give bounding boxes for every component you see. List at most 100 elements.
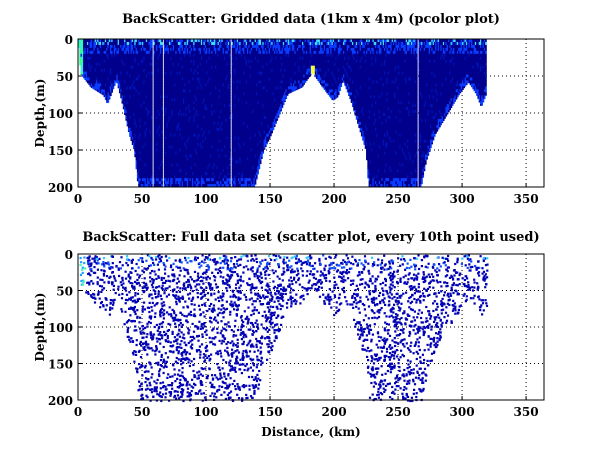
pcolor-cell	[151, 166, 153, 169]
pcolor-cell	[161, 101, 163, 104]
pcolor-cell	[151, 154, 153, 157]
x-tick-label: 200	[322, 192, 347, 206]
pcolor-cell	[161, 137, 163, 140]
pcolor-cell	[229, 80, 231, 83]
pcolor-cell	[151, 86, 153, 89]
pcolor-cell	[151, 163, 153, 166]
pcolor-cell	[229, 169, 231, 172]
y-tick-label: 150	[48, 144, 73, 158]
pcolor-cell	[161, 151, 163, 154]
pcolor-cell	[151, 63, 153, 66]
pcolor-cell	[161, 86, 163, 89]
pcolor-cell	[113, 86, 115, 89]
pcolor-cell	[161, 60, 163, 63]
pcolor-cell	[229, 45, 231, 48]
pcolor-cell	[161, 125, 163, 128]
pcolor-cell	[229, 92, 231, 95]
pcolor-cell	[151, 101, 153, 104]
pcolor-cell	[151, 107, 153, 110]
pcolor-cell	[161, 178, 163, 181]
pcolor-cell	[161, 104, 163, 107]
pcolor-cell	[151, 125, 153, 128]
pcolor-cell	[229, 63, 231, 66]
pcolor-cell	[161, 160, 163, 163]
pcolor-cell	[229, 83, 231, 86]
pcolor-cell	[229, 42, 231, 45]
pcolor-cell	[161, 95, 163, 98]
pcolor-cell	[161, 128, 163, 131]
pcolor-cell	[151, 80, 153, 83]
top-chart-title: BackScatter: Gridded data (1km x 4m) (pc…	[122, 12, 500, 27]
pcolor-cell	[161, 48, 163, 51]
pcolor-cell	[161, 57, 163, 60]
pcolor-cell	[229, 48, 231, 51]
top-y-axis-label: Depth,(m)	[33, 79, 47, 148]
pcolor-cell	[161, 54, 163, 57]
y-tick-label: 100	[48, 107, 73, 121]
x-tick-label: 100	[193, 192, 218, 206]
pcolor-cell	[114, 83, 116, 86]
pcolor-cell	[151, 72, 153, 75]
pcolor-cell	[229, 86, 231, 89]
pcolor-cell	[161, 181, 163, 184]
pcolor-cell	[161, 175, 163, 178]
pcolor-cell	[161, 75, 163, 78]
pcolor-cell	[151, 77, 153, 80]
pcolor-cell	[151, 140, 153, 143]
pcolor-cell	[161, 172, 163, 175]
pcolor-cell	[151, 42, 153, 45]
pcolor-cell	[161, 116, 163, 119]
pcolor-cell	[229, 66, 231, 69]
pcolor-cell	[229, 77, 231, 80]
pcolor-cell	[229, 75, 231, 78]
pcolor-cell	[229, 54, 231, 57]
pcolor-cell	[151, 83, 153, 86]
pcolor-cell	[151, 116, 153, 119]
pcolor-cell	[161, 113, 163, 116]
pcolor-cell	[151, 143, 153, 146]
pcolor-cell	[161, 131, 163, 134]
pcolor-cell	[161, 80, 163, 83]
pcolor-cell	[151, 146, 153, 149]
pcolor-cell	[161, 83, 163, 86]
figure: BackScatter: Gridded data (1km x 4m) (pc…	[0, 0, 600, 451]
pcolor-cell	[229, 137, 231, 140]
pcolor-cell	[161, 110, 163, 113]
pcolor-cell	[229, 69, 231, 72]
pcolor-cell	[229, 89, 231, 92]
pcolor-cell	[229, 140, 231, 143]
pcolor-cell	[151, 89, 153, 92]
pcolor-cell	[229, 113, 231, 116]
pcolor-cell	[151, 134, 153, 137]
pcolor-cell	[161, 169, 163, 172]
pcolor-cell	[161, 134, 163, 137]
x-tick-label: 350	[514, 192, 539, 206]
pcolor-cell	[161, 122, 163, 125]
x-tick-label: 300	[450, 192, 475, 206]
x-tick-label: 150	[258, 192, 283, 206]
y-tick-label: 50	[56, 70, 73, 84]
pcolor-cell	[151, 181, 153, 184]
pcolor-cell	[151, 75, 153, 78]
pcolor-cell	[161, 51, 163, 54]
pcolor-cell	[161, 92, 163, 95]
pcolor-cell	[161, 140, 163, 143]
pcolor-cell	[151, 98, 153, 101]
pcolor-cell	[110, 95, 112, 96]
pcolor-cell	[229, 178, 231, 181]
pcolor-cell	[109, 98, 111, 99]
pcolor-cell	[161, 98, 163, 101]
x-tick-label: 250	[386, 192, 411, 206]
pcolor-cell	[151, 54, 153, 57]
pcolor-cell	[151, 104, 153, 107]
pcolor-cell	[229, 57, 231, 60]
pcolor-cell	[229, 143, 231, 146]
pcolor-cell	[161, 63, 163, 66]
pcolor-cell	[111, 89, 113, 92]
pcolor-cell	[151, 131, 153, 134]
pcolor-cell	[151, 149, 153, 152]
pcolor-cell	[161, 166, 163, 169]
pcolor-cell	[229, 51, 231, 54]
pcolor-cell	[161, 45, 163, 48]
